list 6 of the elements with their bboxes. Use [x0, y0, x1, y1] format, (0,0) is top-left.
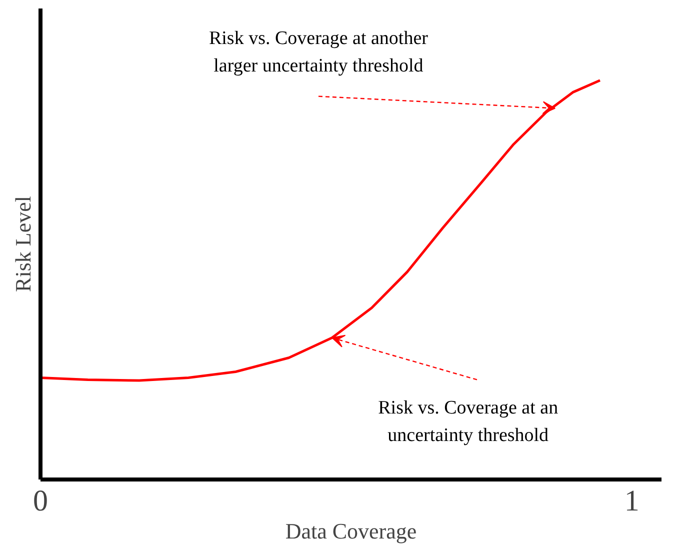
x-axis-title: Data Coverage: [285, 518, 417, 544]
y-axis-title: Risk Level: [10, 196, 36, 292]
annotation: Risk vs. Coverage at an uncertainty threshold: [378, 398, 559, 446]
x-tick-label: 0: [33, 484, 48, 518]
annotation: Risk vs. Coverage at another larger uncertainty threshold: [208, 28, 429, 76]
x-tick-label: 1: [624, 484, 640, 518]
